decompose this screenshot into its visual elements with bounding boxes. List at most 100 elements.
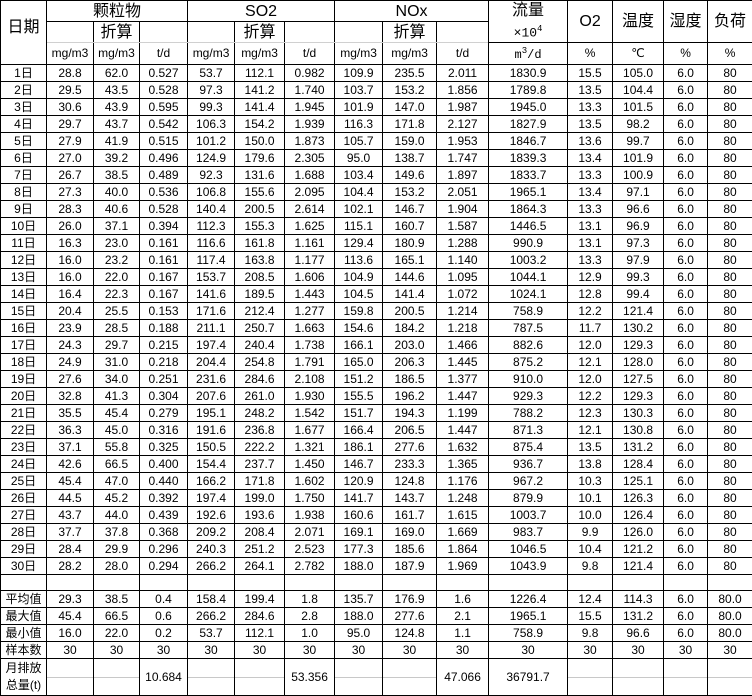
- table-cell: 12.8: [568, 286, 613, 303]
- table-cell: 758.9: [489, 625, 568, 642]
- table-cell: 1.864: [437, 541, 489, 558]
- table-cell: 43.7: [94, 116, 140, 133]
- total-value: 53.356: [285, 659, 335, 696]
- unit-o2: %: [568, 43, 613, 65]
- table-cell: 6.0: [664, 303, 708, 320]
- table-cell: 29.9: [94, 541, 140, 558]
- table-cell: 80: [708, 354, 752, 371]
- table-cell: 151.2: [335, 371, 383, 388]
- table-cell: 0.325: [140, 439, 188, 456]
- table-cell: 31.0: [94, 354, 140, 371]
- table-cell: 208.4: [235, 524, 285, 541]
- table-cell: 153.7: [188, 269, 235, 286]
- table-cell: 2.1: [437, 608, 489, 625]
- table-cell: 0.167: [140, 286, 188, 303]
- table-cell: 967.2: [489, 473, 568, 490]
- table-cell: 9.8: [568, 625, 613, 642]
- table-cell: 788.2: [489, 405, 568, 422]
- table-cell: 1.747: [437, 150, 489, 167]
- table-cell: 28.5: [94, 320, 140, 337]
- table-cell: 154.2: [235, 116, 285, 133]
- table-cell: 44.5: [47, 490, 94, 507]
- table-cell: 30: [235, 642, 285, 659]
- table-cell: 161.8: [235, 235, 285, 252]
- table-cell: 2.108: [285, 371, 335, 388]
- header-temperature: 温度: [613, 1, 664, 43]
- table-cell: [708, 575, 752, 591]
- table-cell: 1.277: [285, 303, 335, 320]
- table-cell: 27.3: [47, 184, 94, 201]
- table-cell: 163.8: [235, 252, 285, 269]
- blank-row: [1, 575, 752, 591]
- flow-mult: ×10: [514, 25, 537, 40]
- row-label: 19日: [1, 371, 47, 388]
- header-so2-converted: 折算: [235, 22, 285, 43]
- table-cell: 1.987: [437, 99, 489, 116]
- table-cell: 1.945: [285, 99, 335, 116]
- table-cell: 23.0: [94, 235, 140, 252]
- table-cell: 6.0: [664, 82, 708, 99]
- table-cell: 261.0: [235, 388, 285, 405]
- table-cell: 194.3: [383, 405, 437, 422]
- table-cell: 1827.9: [489, 116, 568, 133]
- table-cell: 30: [188, 642, 235, 659]
- table-cell: 80: [708, 235, 752, 252]
- table-cell: 179.6: [235, 150, 285, 167]
- table-cell: 155.6: [235, 184, 285, 201]
- table-cell: 129.3: [613, 388, 664, 405]
- header-nox-converted: 折算: [383, 22, 437, 43]
- table-cell: 141.7: [335, 490, 383, 507]
- table-cell: 80: [708, 286, 752, 303]
- unit-cell: mg/m3: [47, 43, 94, 65]
- table-cell: 29.7: [47, 116, 94, 133]
- table-cell: 1945.0: [489, 99, 568, 116]
- table-cell: 104.5: [335, 286, 383, 303]
- table-cell: 236.8: [235, 422, 285, 439]
- table-cell: 112.1: [235, 625, 285, 642]
- table-cell: 237.7: [235, 456, 285, 473]
- table-cell: 37.8: [94, 524, 140, 541]
- table-cell: 30.6: [47, 99, 94, 116]
- table-cell: 165.0: [335, 354, 383, 371]
- table-cell: 13.1: [568, 218, 613, 235]
- table-cell: 1.072: [437, 286, 489, 303]
- table-cell: 1003.7: [489, 507, 568, 524]
- table-cell: 97.3: [613, 235, 664, 252]
- table-cell: 6.0: [664, 558, 708, 575]
- table-cell: 113.6: [335, 252, 383, 269]
- table-cell: 66.5: [94, 608, 140, 625]
- table-cell: 0.161: [140, 252, 188, 269]
- row-label: 16日: [1, 320, 47, 337]
- table-cell: 15.5: [568, 608, 613, 625]
- unit-humidity: %: [664, 43, 708, 65]
- row-label: 10日: [1, 218, 47, 235]
- table-cell: [47, 659, 94, 696]
- table-cell: 130.3: [613, 405, 664, 422]
- table-cell: 13.1: [568, 235, 613, 252]
- table-cell: 1226.4: [489, 591, 568, 608]
- table-cell: 2.305: [285, 150, 335, 167]
- table-cell: 13.3: [568, 252, 613, 269]
- table-cell: 879.9: [489, 490, 568, 507]
- row-label: 23日: [1, 439, 47, 456]
- table-cell: 99.7: [613, 133, 664, 150]
- row-label: 1日: [1, 65, 47, 82]
- table-cell: 284.6: [235, 371, 285, 388]
- table-cell: 11.7: [568, 320, 613, 337]
- table-cell: 104.4: [335, 184, 383, 201]
- table-cell: [383, 659, 437, 696]
- table-cell: 990.9: [489, 235, 568, 252]
- table-cell: 983.7: [489, 524, 568, 541]
- table-cell: 206.5: [383, 422, 437, 439]
- table-cell: 125.1: [613, 473, 664, 490]
- table-cell: 128.0: [613, 354, 664, 371]
- table-cell: 109.9: [335, 65, 383, 82]
